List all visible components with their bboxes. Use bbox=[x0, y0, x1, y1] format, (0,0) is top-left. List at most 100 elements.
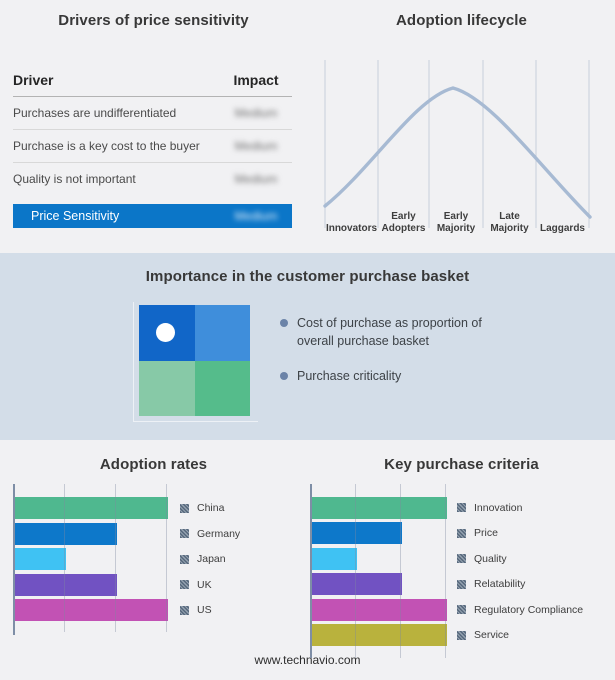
gridline bbox=[166, 484, 167, 632]
highlight-row-label: Price Sensitivity bbox=[31, 209, 120, 223]
price-sensitivity-highlight-row: Price Sensitivity Medium bbox=[13, 204, 292, 228]
legend-item: Price bbox=[457, 522, 583, 544]
highlight-row-impact-value: Medium bbox=[234, 209, 278, 223]
hatched-square-marker-icon bbox=[180, 605, 189, 615]
legend-label: Germany bbox=[197, 527, 241, 540]
bar-china bbox=[15, 497, 168, 519]
bar-japan bbox=[15, 548, 66, 570]
bar-uk bbox=[15, 573, 117, 596]
hatched-square-marker-icon bbox=[457, 503, 466, 512]
basket-legend-text: Cost of purchase as proportion of overal… bbox=[297, 316, 482, 348]
key-criteria-title: Key purchase criteria bbox=[384, 456, 539, 473]
table-row: Purchase is a key cost to the buyer Mediu… bbox=[13, 130, 292, 163]
drivers-table: Driver Impact Purchases are undifferenti… bbox=[13, 70, 292, 195]
quadrant-top-left bbox=[139, 305, 195, 361]
lifecycle-stage-label: Late Majority bbox=[490, 211, 529, 234]
legend-label: Relatability bbox=[474, 578, 526, 590]
y-axis-line bbox=[13, 484, 15, 635]
driver-cell: Purchases are undifferentiated bbox=[13, 106, 177, 120]
legend-label: China bbox=[197, 502, 225, 514]
lifecycle-stage-label: Early Majority bbox=[436, 211, 476, 234]
lifecycle-panel-title: Adoption lifecycle bbox=[396, 12, 527, 29]
lifecycle-gridlines bbox=[324, 60, 590, 228]
key-criteria-plot bbox=[310, 484, 452, 658]
bullet-dot-icon bbox=[280, 319, 288, 327]
lifecycle-stage-label: Early Adopters bbox=[381, 211, 426, 234]
legend-label: Price bbox=[474, 527, 498, 539]
driver-cell: Quality is not important bbox=[13, 172, 136, 186]
bar-relatability bbox=[312, 573, 402, 595]
legend-item: Regulatory Compliance bbox=[457, 599, 583, 621]
impact-cell-blurred: Medium bbox=[234, 139, 278, 153]
basket-panel-title: Importance in the customer purchase bask… bbox=[145, 268, 470, 285]
gridline bbox=[355, 484, 356, 658]
legend-item: Relatability bbox=[457, 573, 583, 595]
legend-label: Japan bbox=[197, 553, 226, 565]
lifecycle-bell-curve bbox=[323, 86, 592, 219]
drivers-table-header: Driver Impact bbox=[13, 70, 292, 97]
impact-cell-blurred: Medium bbox=[234, 106, 278, 120]
basket-legend: Cost of purchase as proportion of overal… bbox=[280, 314, 504, 385]
legend-label: UK bbox=[197, 578, 212, 591]
basket-legend-item: Purchase criticality bbox=[280, 367, 504, 385]
lifecycle-svg bbox=[323, 60, 592, 228]
legend-label: US bbox=[197, 604, 212, 616]
quadrant-bottom-right bbox=[194, 360, 250, 416]
gridline bbox=[400, 484, 401, 658]
bar-regulatory-compliance bbox=[312, 598, 447, 621]
impact-cell-blurred: Medium bbox=[234, 172, 278, 186]
legend-label: Service bbox=[474, 629, 510, 641]
gridline bbox=[115, 484, 116, 632]
table-row: Quality is not important Medium bbox=[13, 163, 292, 195]
adoption-lifecycle-chart: Innovators Early Adopters Early Majority La… bbox=[310, 56, 605, 236]
legend-item: Innovation bbox=[457, 497, 583, 519]
hatched-square-marker-icon bbox=[180, 503, 189, 513]
hatched-square-marker-icon bbox=[180, 580, 189, 589]
legend-label: Quality bbox=[474, 552, 507, 565]
website-footer: www.technavio.com bbox=[254, 653, 361, 667]
lifecycle-stage-label: Innovators bbox=[325, 222, 378, 234]
legend-item: Germany bbox=[180, 523, 240, 545]
legend-item: China bbox=[180, 497, 240, 519]
hatched-square-marker-icon bbox=[180, 529, 189, 538]
key-criteria-legend: Innovation Price Quality Relatability Regula… bbox=[457, 484, 583, 650]
legend-label: Regulatory Compliance bbox=[474, 603, 584, 616]
purchase-basket-quadrant bbox=[139, 305, 250, 416]
adoption-rates-legend: China Germany Japan UK US bbox=[180, 484, 240, 625]
hatched-square-marker-icon bbox=[457, 554, 466, 563]
legend-item: Japan bbox=[180, 548, 240, 570]
bullet-dot-icon bbox=[280, 372, 288, 380]
purchase-basket-band bbox=[0, 253, 615, 440]
bar-price bbox=[312, 522, 402, 544]
basket-legend-item: Cost of purchase as proportion of overal… bbox=[280, 314, 504, 350]
hatched-square-marker-icon bbox=[457, 605, 466, 614]
legend-item: US bbox=[180, 599, 240, 621]
drivers-panel-title: Drivers of price sensitivity bbox=[58, 12, 249, 29]
basket-legend-text: Purchase criticality bbox=[297, 369, 402, 383]
impact-column-header: Impact bbox=[233, 72, 279, 88]
white-dot-icon bbox=[156, 323, 175, 342]
legend-label: Innovation bbox=[474, 501, 523, 514]
quadrant-top-right bbox=[194, 305, 250, 361]
hatched-square-marker-icon bbox=[457, 528, 466, 538]
bar-service bbox=[312, 624, 447, 646]
table-row: Purchases are undifferentiated Medium bbox=[13, 97, 292, 130]
drivers-table-rows: Purchases are undifferentiated Medium Purc… bbox=[13, 97, 292, 195]
legend-item: UK bbox=[180, 574, 240, 596]
bar-germany bbox=[15, 522, 117, 545]
gridline bbox=[64, 484, 65, 632]
bar-quality bbox=[312, 547, 357, 570]
gridline bbox=[445, 484, 446, 658]
quadrant-axis-frame bbox=[133, 302, 258, 422]
adoption-rates-plot bbox=[13, 484, 183, 635]
lifecycle-stage-label: Laggards bbox=[539, 222, 585, 234]
bar-us bbox=[15, 599, 168, 621]
driver-cell: Purchase is a key cost to the buyer bbox=[13, 139, 200, 153]
legend-item: Quality bbox=[457, 548, 583, 570]
hatched-square-marker-icon bbox=[457, 630, 466, 640]
adoption-rates-title: Adoption rates bbox=[99, 456, 208, 473]
hatched-square-marker-icon bbox=[180, 554, 189, 564]
bar-innovation bbox=[312, 496, 447, 519]
legend-item: Service bbox=[457, 624, 583, 646]
